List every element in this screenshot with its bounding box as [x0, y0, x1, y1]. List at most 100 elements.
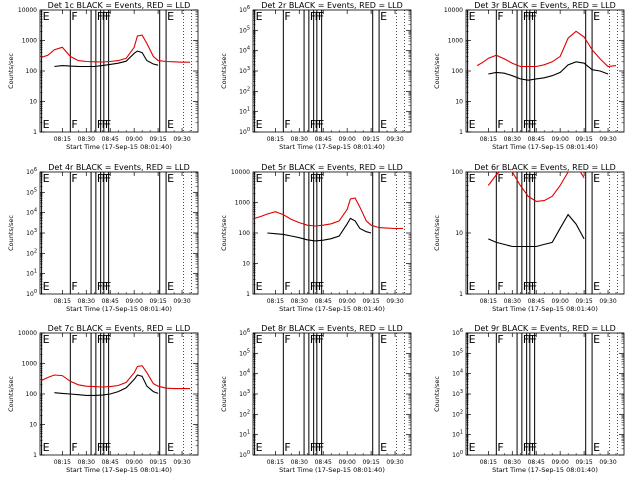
x-tick-label: 08:45	[102, 136, 119, 143]
chart-panel-9: Det 9r BLACK = Events, RED = LLD 100 101 10…	[433, 324, 625, 474]
y-tick-label: 10	[455, 99, 463, 106]
event-marker-label: F	[528, 441, 534, 454]
event-marker-label: F	[315, 280, 321, 293]
event-marker-label-top: F	[102, 333, 108, 346]
chart-title: Det 5r BLACK = Events, RED = LLD	[261, 163, 403, 172]
y-axis-label: Counts/sec	[220, 215, 228, 251]
x-tick-label: 08:30	[78, 136, 95, 143]
y-tick-label: 104	[26, 208, 37, 217]
event-marker-label: F	[528, 118, 534, 131]
y-tick-label: 106	[239, 328, 250, 337]
event-marker-label: F	[97, 118, 103, 131]
event-marker-label: F	[528, 280, 534, 293]
y-tick-label: 102	[239, 409, 250, 418]
event-marker-label: F	[523, 441, 529, 454]
event-marker-label-top: F	[531, 10, 537, 23]
y-tick-label: 10000	[231, 169, 250, 176]
event-marker-label-top: F	[523, 10, 529, 23]
event-marker-label-top: F	[71, 333, 77, 346]
chart-panel-7: Det 7c BLACK = Events, RED = LLD 1 10 100 10…	[7, 324, 199, 474]
y-tick-label: 1000	[22, 38, 37, 45]
x-tick-label: 08:30	[291, 459, 308, 466]
x-tick-label: 09:15	[149, 298, 166, 305]
x-axis-label: Start Time (17-Sep-15 08:01:40)	[492, 143, 598, 151]
event-marker-label-top: F	[71, 172, 77, 185]
x-axis-label: Start Time (17-Sep-15 08:01:40)	[279, 466, 385, 474]
event-marker-label: E	[167, 441, 174, 454]
x-axis-label: Start Time (17-Sep-15 08:01:40)	[492, 466, 598, 474]
event-marker-label: E	[469, 441, 476, 454]
chart-title: Det 3r BLACK = Events, RED = LLD	[474, 1, 616, 10]
event-marker-label-top: F	[284, 10, 290, 23]
y-tick-label: 101	[452, 430, 463, 439]
y-axis-label: Counts/sec	[433, 215, 441, 251]
x-tick-label: 08:15	[480, 298, 497, 305]
event-marker-label-top: E	[593, 172, 600, 185]
event-marker-label: F	[497, 280, 503, 293]
x-tick-label: 09:30	[173, 298, 190, 305]
x-axis-label: Start Time (17-Sep-15 08:01:40)	[66, 305, 172, 313]
y-tick-label: 103	[26, 228, 37, 237]
event-marker-label: F	[71, 118, 77, 131]
y-tick-label: 106	[452, 328, 463, 337]
chart-panel-5: Det 5r BLACK = Events, RED = LLD 1 10 100 10…	[220, 163, 412, 313]
x-tick-label: 08:15	[54, 136, 71, 143]
event-marker-label: F	[497, 441, 503, 454]
plot-frame	[39, 171, 199, 295]
chart-title: Det 8r BLACK = Events, RED = LLD	[261, 324, 403, 333]
chart-panel-2: Det 2r BLACK = Events, RED = LLD 100 101 10…	[220, 1, 412, 151]
chart-panel-4: Det 4r BLACK = Events, RED = LLD 100 101 10…	[7, 163, 199, 313]
x-tick-label: 08:45	[315, 298, 332, 305]
x-tick-label: 09:30	[386, 136, 403, 143]
event-marker-label: F	[284, 280, 290, 293]
event-marker-label-top: F	[102, 10, 108, 23]
x-axis-label: Start Time (17-Sep-15 08:01:40)	[66, 143, 172, 151]
event-marker-label-top: E	[43, 172, 50, 185]
y-tick-label: 105	[26, 187, 37, 196]
event-marker-label: E	[593, 118, 600, 131]
event-marker-label: E	[593, 280, 600, 293]
y-tick-label: 1	[33, 452, 37, 459]
event-marker-label: F	[315, 441, 321, 454]
event-marker-label-top: E	[593, 10, 600, 23]
events-series-line	[488, 61, 609, 81]
x-tick-label: 09:15	[362, 136, 379, 143]
chart-title: Det 6r BLACK = Events, RED = LLD	[474, 163, 616, 172]
event-marker-label: F	[310, 118, 316, 131]
y-axis-label: Counts/sec	[7, 376, 15, 412]
event-marker-label-top: E	[469, 172, 476, 185]
y-tick-label: 10	[242, 261, 250, 268]
event-marker-label: F	[315, 118, 321, 131]
event-marker-label: E	[167, 280, 174, 293]
x-tick-label: 09:30	[173, 136, 190, 143]
y-tick-label: 1000	[448, 38, 463, 45]
x-tick-label: 08:45	[315, 136, 332, 143]
plot-frame	[252, 332, 412, 456]
x-tick-label: 08:15	[480, 459, 497, 466]
event-marker-label-top: E	[256, 333, 263, 346]
y-tick-label: 103	[239, 66, 250, 75]
event-marker-label: F	[97, 280, 103, 293]
event-marker-label-top: F	[105, 172, 111, 185]
chart-title: Det 1c BLACK = Events, RED = LLD	[48, 1, 191, 10]
event-marker-label: F	[284, 118, 290, 131]
event-marker-label: F	[531, 118, 537, 131]
y-tick-label: 102	[452, 409, 463, 418]
event-marker-label: E	[593, 441, 600, 454]
y-tick-label: 103	[239, 389, 250, 398]
chart-title: Det 9r BLACK = Events, RED = LLD	[474, 324, 616, 333]
event-marker-label-top: F	[531, 333, 537, 346]
lld-series-line	[487, 172, 585, 202]
event-marker-label-top: E	[469, 10, 476, 23]
y-tick-label: 101	[239, 107, 250, 116]
x-axis-label: Start Time (17-Sep-15 08:01:40)	[279, 305, 385, 313]
event-marker-label-top: F	[315, 172, 321, 185]
event-marker-label: F	[105, 441, 111, 454]
x-tick-label: 09:30	[386, 298, 403, 305]
event-marker-label: F	[318, 280, 324, 293]
events-series-line	[54, 374, 159, 396]
event-marker-label-top: E	[593, 333, 600, 346]
event-marker-label-top: F	[528, 10, 534, 23]
event-marker-label-top: F	[528, 333, 534, 346]
x-tick-label: 08:30	[78, 298, 95, 305]
